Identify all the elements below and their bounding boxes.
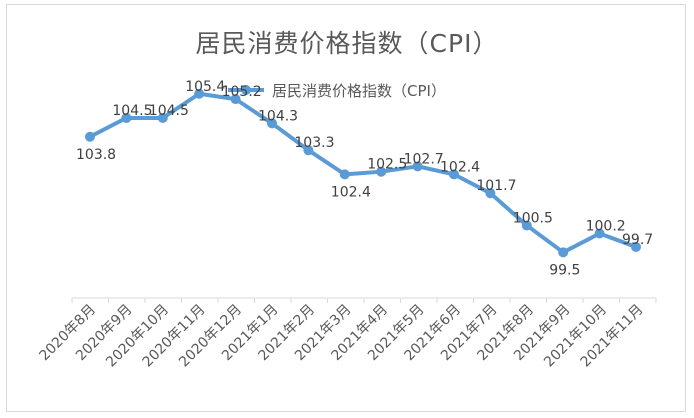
data-label: 102.7 <box>404 151 444 167</box>
data-point <box>558 247 569 258</box>
data-point <box>339 169 350 180</box>
data-label: 102.5 <box>367 157 407 173</box>
data-label: 99.7 <box>622 232 653 248</box>
data-label: 105.4 <box>185 79 225 95</box>
data-point <box>157 112 168 123</box>
data-label: 100.2 <box>586 219 626 235</box>
data-point <box>194 88 205 99</box>
data-label: 103.8 <box>76 147 116 163</box>
legend-swatch <box>228 85 264 95</box>
data-label: 101.7 <box>476 178 516 194</box>
data-point <box>412 161 423 172</box>
chart-frame <box>6 4 686 412</box>
data-label: 104.3 <box>258 108 298 124</box>
data-point <box>267 118 277 129</box>
data-point <box>521 220 532 231</box>
data-point <box>376 166 387 177</box>
series-line <box>89 91 637 255</box>
data-point <box>85 131 95 142</box>
data-point <box>594 228 605 239</box>
legend: 居民消费价格指数（CPI） <box>226 80 446 100</box>
data-label: 102.4 <box>331 184 371 200</box>
legend-label: 居民消费价格指数（CPI） <box>272 81 446 100</box>
data-point <box>121 112 132 123</box>
data-label: 103.3 <box>294 135 334 151</box>
data-point <box>303 145 314 156</box>
data-label: 104.5 <box>149 103 189 119</box>
data-point <box>449 169 459 180</box>
data-label: 104.5 <box>112 103 152 119</box>
data-point <box>485 188 496 199</box>
chart-title: 居民消费价格指数（CPI） <box>195 29 499 58</box>
data-label: 100.5 <box>513 210 553 226</box>
data-point <box>631 241 641 252</box>
data-label: 102.4 <box>440 159 480 175</box>
data-point <box>230 94 241 105</box>
data-label: 105.2 <box>222 84 262 100</box>
data-label: 99.5 <box>549 262 580 278</box>
